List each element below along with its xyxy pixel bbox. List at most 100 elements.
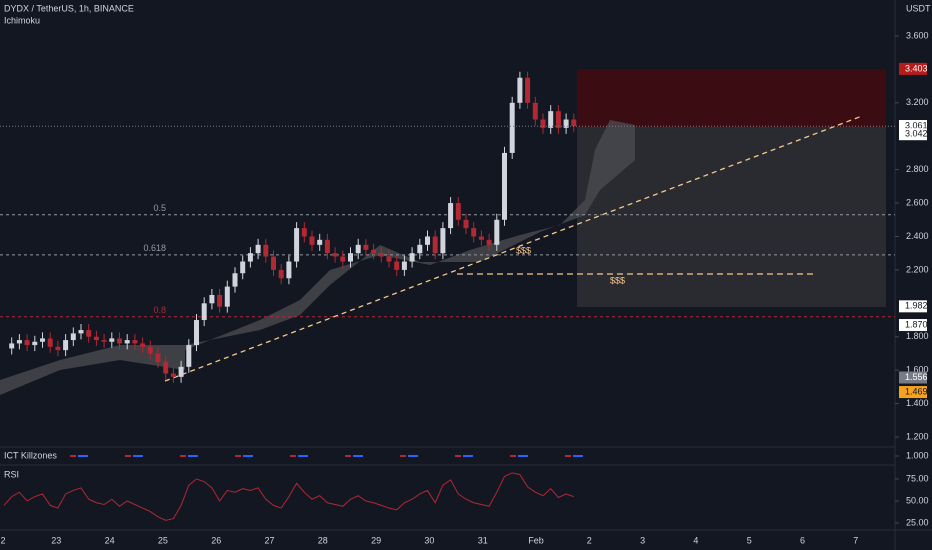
pane-title: RSI [4,469,19,479]
time-label: 3 [640,535,645,545]
candle [255,244,261,254]
candle [93,336,99,341]
price-tick-label: 3.200 [906,97,929,107]
price-label-box [899,319,927,332]
candle [9,343,15,349]
rsi-tick-label: 75.00 [906,473,929,483]
candle [16,340,22,344]
annotation: $$$ [516,245,531,255]
candle [86,330,92,337]
killzone-marker [463,455,473,457]
time-label: 27 [264,535,274,545]
time-label: 29 [371,535,381,545]
time-label: 2 [0,535,5,545]
price-tick-label: 2.800 [906,164,929,174]
price-label: 1.469 [905,386,928,396]
killzone-marker [408,455,418,457]
killzone-marker [400,455,406,457]
killzone-marker [243,455,253,457]
price-label: 1.556 [905,372,928,382]
price-label: 3.061 [905,120,928,130]
candle [217,294,223,307]
time-label: 2 [587,535,592,545]
price-tick-label: 2.400 [906,231,929,241]
candle [63,340,69,351]
killzone-marker [180,455,186,457]
candle [386,256,392,262]
candle [224,286,230,307]
candle [240,261,246,274]
candle [286,261,292,279]
price-label: 1.870 [905,319,928,329]
candle [394,261,400,270]
candle [124,340,130,344]
price-tick-label: 1.200 [906,431,929,441]
killzone-marker [188,455,198,457]
countdown: 39:38 [905,140,928,150]
trendline[interactable] [164,115,863,382]
candle [340,256,346,262]
candle [309,236,315,245]
candle [194,320,199,346]
price-label-box [899,371,927,384]
time-label: 5 [747,535,752,545]
risk-box[interactable] [577,69,886,127]
price-tick-label: 1.400 [906,398,929,408]
price-label-box [899,62,927,75]
candle [117,338,122,344]
candle [78,330,84,334]
killzone-marker [133,455,143,457]
candle [70,333,76,341]
candle [263,244,269,257]
candle [278,269,284,279]
candle [494,219,500,245]
price-tick-label: 1.600 [906,365,929,375]
candle [301,228,307,237]
price-label: 3.403 [905,63,928,73]
candle [440,228,446,254]
candle [147,346,153,354]
candle [170,373,176,377]
candle [555,111,561,128]
candle [209,294,215,304]
annotation: $$$ [610,275,625,285]
candle [486,239,492,245]
candle [532,102,538,120]
killzone-marker [235,455,241,457]
rsi-line [3,472,574,521]
price-label: 1.982 [905,301,928,311]
indicator-name: Ichimoku [4,15,40,25]
price-label-box [899,300,927,313]
candle [432,236,438,254]
candle [571,119,577,127]
time-label: 23 [51,535,61,545]
killzone-marker [298,455,308,457]
killzone-marker [573,455,583,457]
price-label-box [899,128,927,141]
candle [186,345,192,367]
killzone-marker [290,455,296,457]
candle [109,338,115,342]
candle [155,353,161,362]
candle [401,261,407,270]
time-label: Feb [528,535,544,545]
candle [478,236,484,240]
price-tick-label: 2.600 [906,197,929,207]
candle [463,219,469,229]
killzone-marker [353,455,363,457]
ichimoku-cloud [0,120,635,395]
pane-title: ICT Killzones [4,450,57,460]
candle [32,341,38,346]
candle [47,338,53,347]
candle [417,244,423,254]
candle [563,119,569,128]
candle [24,340,30,346]
candle [502,152,507,220]
candle [294,228,300,262]
rsi-tick-label: 25.00 [906,517,929,527]
candle [132,340,138,344]
candle [409,253,415,262]
fib-label: 0.618 [143,243,166,253]
candle [271,256,276,270]
pane-tick-label: 1.000 [906,450,929,460]
